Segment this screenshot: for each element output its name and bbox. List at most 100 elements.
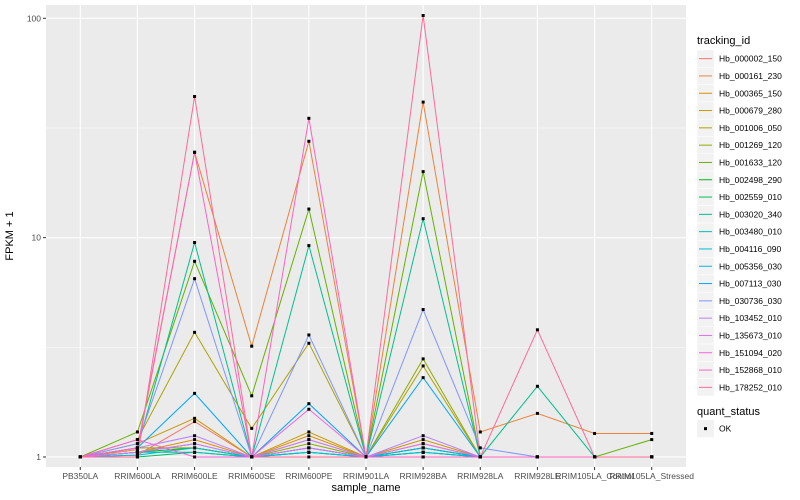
data-point bbox=[307, 207, 311, 211]
data-point bbox=[478, 430, 482, 434]
data-point bbox=[307, 430, 311, 434]
data-point bbox=[135, 430, 139, 434]
y-axis-ticks: 1 10 100 bbox=[27, 13, 46, 462]
data-point bbox=[307, 116, 311, 120]
data-point bbox=[650, 431, 654, 435]
data-point bbox=[535, 384, 539, 388]
data-point bbox=[193, 420, 197, 424]
legend: tracking_id Hb_000002_150Hb_000161_230Hb… bbox=[696, 35, 782, 438]
data-point bbox=[193, 259, 197, 263]
data-point bbox=[307, 434, 311, 438]
x-tick-label: RRIM105LA_Control bbox=[555, 471, 634, 481]
data-point bbox=[307, 244, 311, 248]
x-tick-label: PB350LA bbox=[62, 471, 98, 481]
x-tick-label: RRIM901LA bbox=[343, 471, 390, 481]
data-point bbox=[421, 364, 425, 368]
x-tick-label: RRIM928BA bbox=[400, 471, 448, 481]
data-point bbox=[364, 455, 368, 459]
legend-label: Hb_030736_030 bbox=[719, 296, 782, 306]
data-point bbox=[421, 434, 425, 438]
data-point bbox=[193, 446, 197, 450]
data-point bbox=[135, 455, 139, 459]
data-point bbox=[193, 150, 197, 154]
legend-label: Hb_103452_010 bbox=[719, 313, 782, 323]
data-point bbox=[78, 455, 82, 459]
x-tick-label: RRIM928LA bbox=[457, 471, 504, 481]
data-point bbox=[535, 328, 539, 332]
data-point bbox=[193, 277, 197, 281]
legend-label: Hb_005356_030 bbox=[719, 261, 782, 271]
legend-label: Hb_001269_120 bbox=[719, 140, 782, 150]
quant-status-label: OK bbox=[719, 424, 732, 434]
x-tick-label: RRIM600LE bbox=[171, 471, 218, 481]
data-point bbox=[535, 455, 539, 459]
quant-status-legend-title: quant_status bbox=[697, 406, 760, 418]
data-point bbox=[307, 455, 311, 459]
legend-label: Hb_178252_010 bbox=[719, 382, 782, 392]
data-point bbox=[421, 308, 425, 312]
data-point bbox=[193, 241, 197, 245]
data-point bbox=[650, 438, 654, 442]
x-tick-label: RRIM928LE bbox=[514, 471, 561, 481]
legend-label: Hb_000365_150 bbox=[719, 88, 782, 98]
data-point bbox=[135, 446, 139, 450]
data-point bbox=[135, 442, 139, 446]
data-point bbox=[421, 450, 425, 454]
legend-label: Hb_000679_280 bbox=[719, 106, 782, 116]
x-axis-ticks: PB350LA RRIM600LA RRIM600LE RRIM600SE RRIM60… bbox=[62, 467, 694, 481]
data-point bbox=[421, 357, 425, 361]
data-point bbox=[307, 438, 311, 442]
legend-label: Hb_002498_290 bbox=[719, 175, 782, 185]
legend-label: Hb_003020_340 bbox=[719, 209, 782, 219]
x-axis-title: sample_name bbox=[331, 482, 400, 494]
data-point bbox=[421, 100, 425, 104]
quant-status-marker-icon bbox=[704, 427, 707, 431]
legend-label: Hb_135673_010 bbox=[719, 330, 782, 340]
data-point bbox=[307, 139, 311, 143]
data-points bbox=[78, 13, 654, 459]
data-point bbox=[250, 426, 254, 430]
data-point bbox=[135, 448, 139, 452]
legend-label: Hb_007113_030 bbox=[719, 279, 782, 289]
data-point bbox=[650, 455, 654, 459]
y-tick-label: 100 bbox=[27, 13, 41, 23]
data-point bbox=[135, 450, 139, 454]
y-tick-label: 10 bbox=[32, 233, 42, 243]
legend-label: Hb_002559_010 bbox=[719, 192, 782, 202]
data-point bbox=[478, 446, 482, 450]
data-point bbox=[250, 344, 254, 348]
data-point bbox=[307, 446, 311, 450]
data-point bbox=[421, 446, 425, 450]
data-point bbox=[478, 455, 482, 459]
data-point bbox=[193, 95, 197, 99]
y-axis-title: FPKM + 1 bbox=[4, 211, 16, 260]
data-point bbox=[307, 450, 311, 454]
x-tick-label: RRIM600LA bbox=[114, 471, 161, 481]
data-point bbox=[421, 217, 425, 221]
data-point bbox=[193, 434, 197, 438]
legend-label: Hb_001006_050 bbox=[719, 123, 782, 133]
data-point bbox=[193, 455, 197, 459]
data-point bbox=[593, 455, 597, 459]
x-tick-label: RRIM600SE bbox=[228, 471, 276, 481]
data-point bbox=[193, 438, 197, 442]
legend-label: Hb_001633_120 bbox=[719, 157, 782, 167]
x-tick-label: RRIM600PE bbox=[285, 471, 333, 481]
data-point bbox=[421, 442, 425, 446]
data-point bbox=[250, 455, 254, 459]
data-point bbox=[307, 407, 311, 411]
legend-label: Hb_003480_010 bbox=[719, 227, 782, 237]
legend-title: tracking_id bbox=[697, 35, 750, 47]
data-point bbox=[250, 394, 254, 398]
legend-label: Hb_151094_020 bbox=[719, 348, 782, 358]
data-point bbox=[535, 411, 539, 415]
data-point bbox=[307, 402, 311, 406]
data-point bbox=[421, 438, 425, 442]
data-point bbox=[421, 13, 425, 17]
data-point bbox=[135, 438, 139, 442]
data-point bbox=[135, 453, 139, 457]
legend-label: Hb_152868_010 bbox=[719, 365, 782, 375]
data-point bbox=[307, 341, 311, 345]
legend-label: Hb_000161_230 bbox=[719, 71, 782, 81]
